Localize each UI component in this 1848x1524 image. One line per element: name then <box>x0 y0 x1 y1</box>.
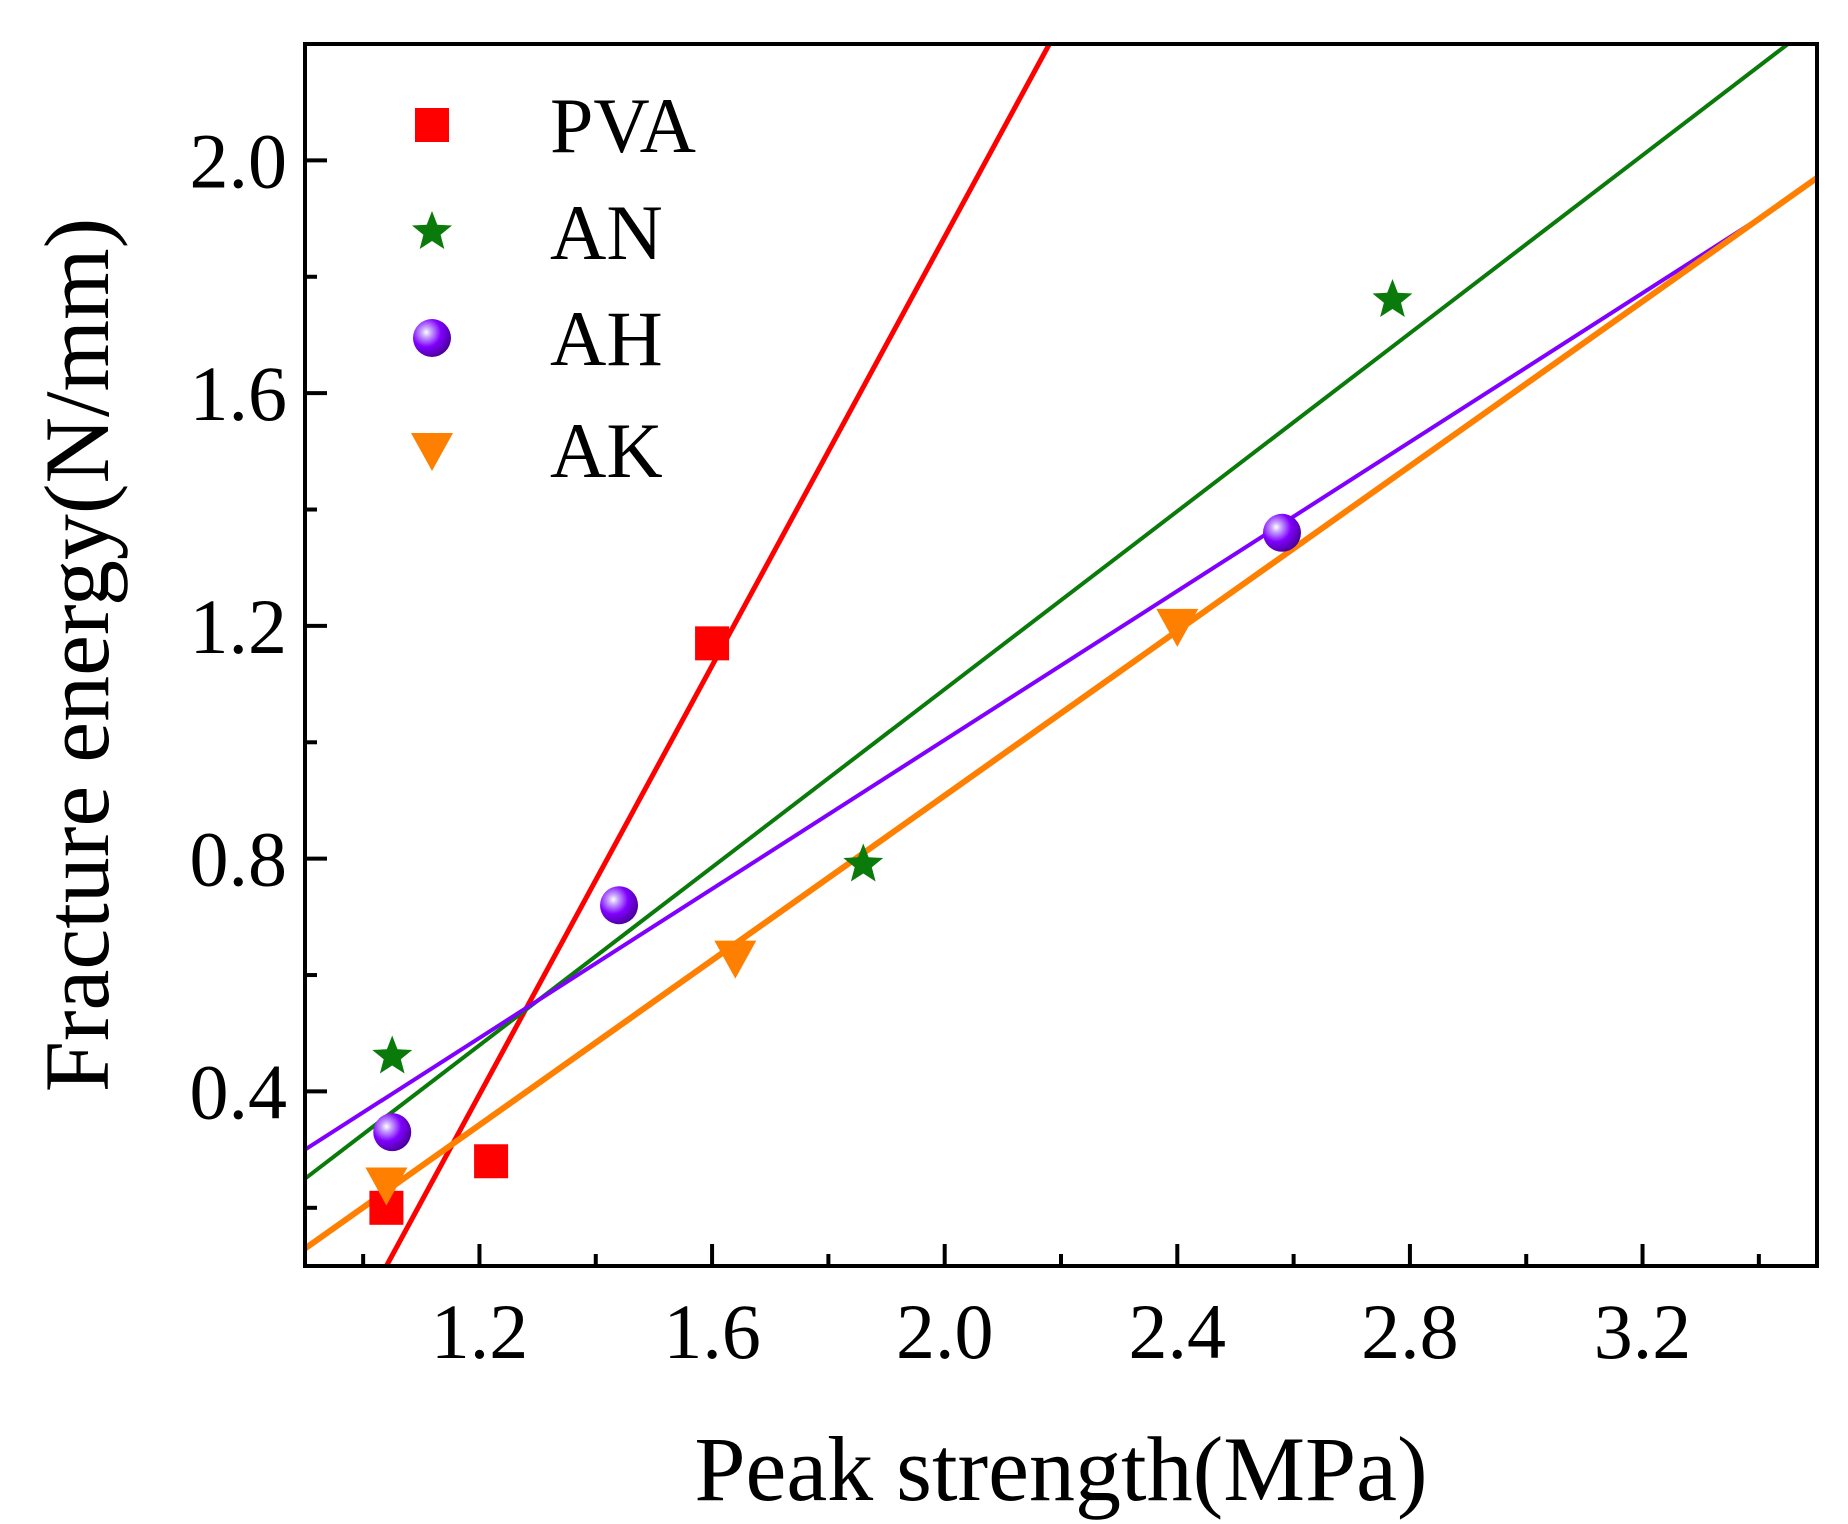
markers-layer <box>365 279 1413 1225</box>
legend: PVA AN AH AK <box>411 82 696 494</box>
point-ak-3 <box>1156 608 1199 647</box>
point-ah-2 <box>600 886 639 925</box>
x-tick-label: 1.2 <box>431 1288 529 1375</box>
x-tick-label: 3.2 <box>1594 1288 1692 1375</box>
legend-marker-ak <box>411 433 453 471</box>
y-axis-title: Fracture energy(N/mm) <box>26 218 128 1093</box>
legend-label-ak: AK <box>550 407 663 494</box>
point-an-1 <box>372 1035 413 1074</box>
point-pva-3 <box>695 626 730 661</box>
point-ah-3 <box>1262 513 1301 552</box>
x-ticks-layer: 1.2 1.6 2.0 2.4 2.8 3.2 <box>361 1244 1761 1375</box>
legend-label-an: AN <box>550 189 663 276</box>
y-tick-label: 2.0 <box>190 117 288 204</box>
point-pva-2 <box>474 1144 509 1179</box>
legend-marker-an <box>412 211 452 249</box>
y-tick-label: 1.2 <box>190 583 288 670</box>
point-an-2 <box>843 843 884 882</box>
legend-marker-pva <box>415 108 449 142</box>
point-ak-1 <box>365 1167 408 1206</box>
fit-lines-layer <box>305 44 1817 1266</box>
y-tick-label: 0.8 <box>190 816 288 903</box>
y-tick-label: 1.6 <box>190 350 288 437</box>
x-tick-label: 1.6 <box>663 1288 761 1375</box>
y-tick-label: 0.4 <box>190 1048 288 1135</box>
x-tick-label: 2.4 <box>1129 1288 1227 1375</box>
fit-line-ak <box>305 175 1817 1251</box>
x-tick-label: 2.0 <box>896 1288 994 1375</box>
legend-label-pva: PVA <box>550 82 696 169</box>
legend-label-ah: AH <box>550 295 663 382</box>
fit-line-ah <box>305 216 1760 1152</box>
plot-frame <box>303 42 1819 1268</box>
point-ah-1 <box>373 1113 412 1152</box>
legend-marker-ah <box>413 319 451 357</box>
point-an-3 <box>1372 279 1413 317</box>
y-ticks-layer: 0.4 0.8 1.2 1.6 2.0 <box>190 117 327 1210</box>
x-axis-title: Peak strength(MPa) <box>694 1418 1427 1520</box>
x-tick-label: 2.8 <box>1361 1288 1459 1375</box>
point-ak-2 <box>714 940 757 979</box>
